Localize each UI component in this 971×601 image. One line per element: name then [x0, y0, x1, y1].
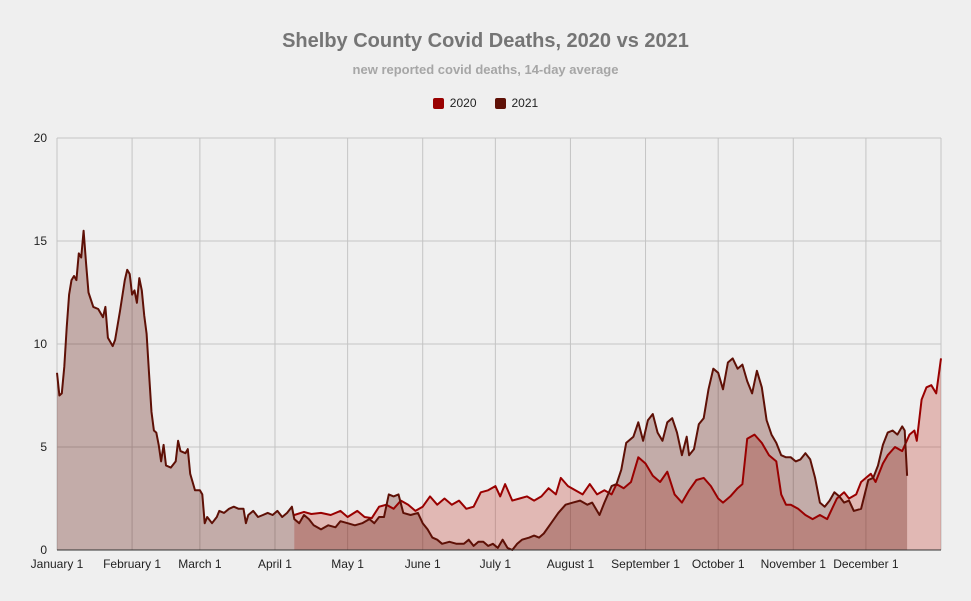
legend-swatch-2020: [432, 97, 444, 109]
x-tick-label: February 1: [103, 557, 161, 571]
area-2020: [294, 358, 941, 550]
x-tick-label: March 1: [178, 557, 222, 571]
x-tick-label: June 1: [405, 557, 441, 571]
chart-legend: 2020 2021: [0, 96, 971, 110]
legend-label-2021: 2021: [511, 96, 539, 110]
line-2021: [56, 229, 909, 551]
chart-subtitle: new reported covid deaths, 14-day averag…: [352, 62, 619, 77]
chart-title: Shelby County Covid Deaths, 2020 vs 2021: [282, 30, 689, 52]
x-tick-label: May 1: [331, 557, 364, 571]
x-tick-label: September 1: [611, 557, 680, 571]
x-tick-label: January 1: [31, 557, 84, 571]
x-tick-label: July 1: [480, 557, 512, 571]
legend-item-2021[interactable]: 2021: [494, 96, 539, 110]
y-tick-label: 5: [40, 440, 47, 454]
x-tick-label: November 1: [761, 557, 827, 571]
x-tick-label: April 1: [258, 557, 292, 571]
y-tick-label: 0: [40, 543, 47, 557]
x-tick-label: August 1: [547, 557, 595, 571]
y-tick-label: 20: [34, 131, 48, 145]
line-2020: [293, 358, 942, 521]
y-tick-label: 15: [34, 234, 48, 248]
y-tick-label: 10: [34, 337, 48, 351]
legend-label-2020: 2020: [449, 96, 477, 110]
x-tick-label: December 1: [833, 557, 899, 571]
legend-item-2020[interactable]: 2020: [432, 96, 477, 110]
area-2021: [57, 230, 908, 550]
legend-swatch-2021: [494, 97, 506, 109]
x-tick-label: October 1: [692, 557, 745, 571]
